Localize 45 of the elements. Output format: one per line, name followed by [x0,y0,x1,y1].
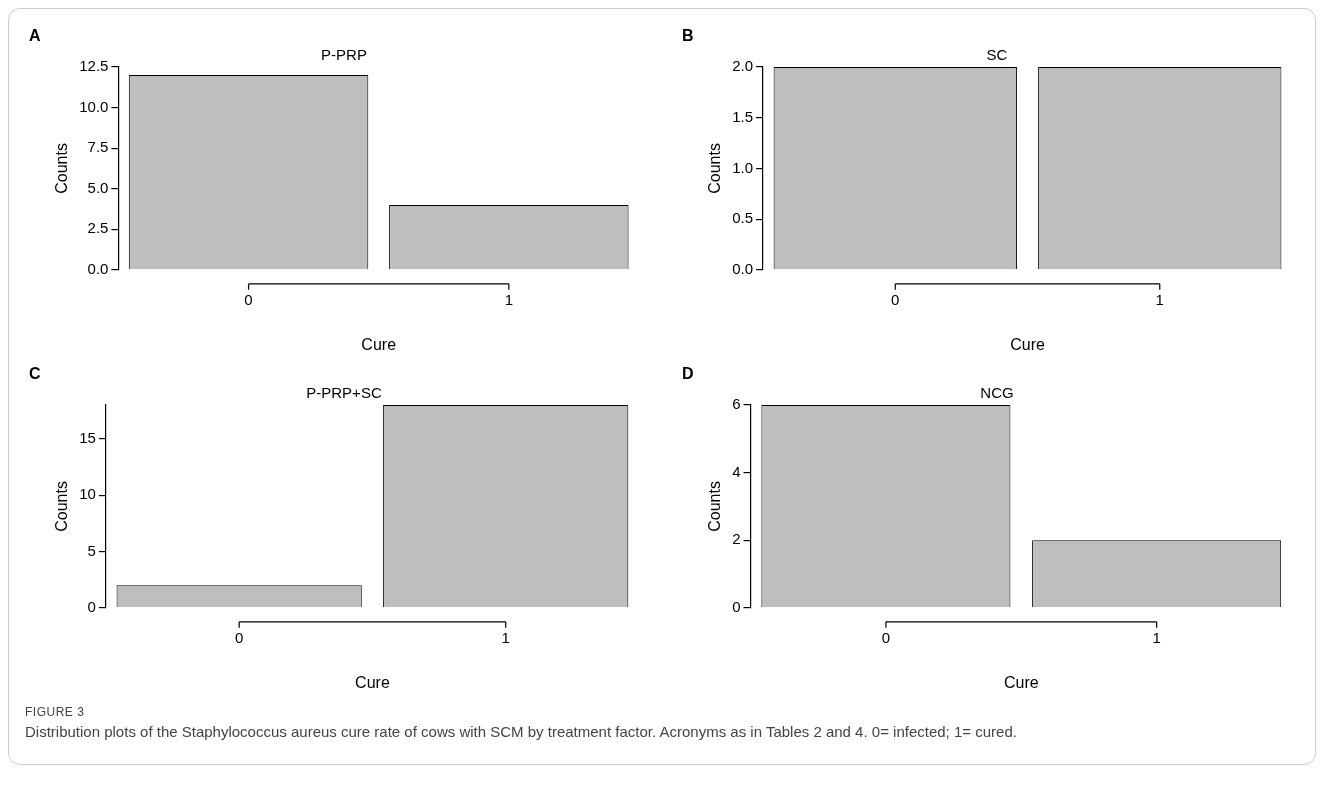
text: Distribution plots of the Staphylococcus aureus cure rate of cows with SCM by treatment factor. Acronyms as in Tables 2 and 4. 0= infected; 1= cured. [25,723,1018,740]
chart-title: P-PRP [321,46,367,64]
x-tick-label: 1 [1152,628,1161,646]
y-tick-label: 15 [79,428,96,446]
text: C [29,365,41,383]
y-tick-label: 2.0 [732,57,754,75]
y-tick-label: 1.5 [732,107,754,125]
y-tick-label: 5.0 [87,178,109,196]
x-tick-label: 1 [501,628,510,646]
y-tick-label: 2 [732,530,741,548]
y-tick-label: 0.0 [87,259,109,277]
x-tick-label: 0 [881,628,891,646]
y-tick-label: 0 [732,597,741,615]
text: B [682,27,694,45]
x-axis-title: Cure [1010,335,1045,353]
y-tick-label: 2.5 [87,219,109,237]
x-tick-label: 0 [891,290,900,308]
y-tick-label: 10 [79,485,96,503]
y-tick-label: 7.5 [87,138,109,156]
y-tick-label: 0.5 [732,209,754,227]
y-tick-label: 10.0 [79,97,109,115]
text: A [29,27,41,45]
y-tick-label: 12.5 [79,57,109,75]
y-tick-label: 5 [87,541,96,559]
x-axis-title: Cure [355,673,390,691]
x-tick-label: 0 [244,290,253,308]
y-tick-label: 0 [87,597,96,615]
x-tick-label: 0 [234,628,244,646]
y-tick-label: 6 [732,395,741,413]
y-tick-label: 0.0 [732,259,754,277]
chart-title: P-PRP+SC [306,384,382,402]
x-axis-title: Cure [361,335,397,353]
x-tick-label: 1 [504,290,514,308]
y-axis-title: Counts [706,143,724,194]
x-axis-title: Cure [1003,673,1039,691]
chart-title: NCG [980,384,1014,402]
y-tick-label: 1.0 [732,158,754,176]
y-axis-title: Counts [706,481,724,532]
text: FIGURE 3 [25,705,86,719]
chart-title: SC [986,46,1008,64]
y-axis-title: Counts [53,481,71,532]
x-tick-label: 1 [1155,290,1164,308]
y-tick-label: 4 [732,462,741,480]
y-axis-title: Counts [53,143,71,194]
text: D [682,365,694,383]
